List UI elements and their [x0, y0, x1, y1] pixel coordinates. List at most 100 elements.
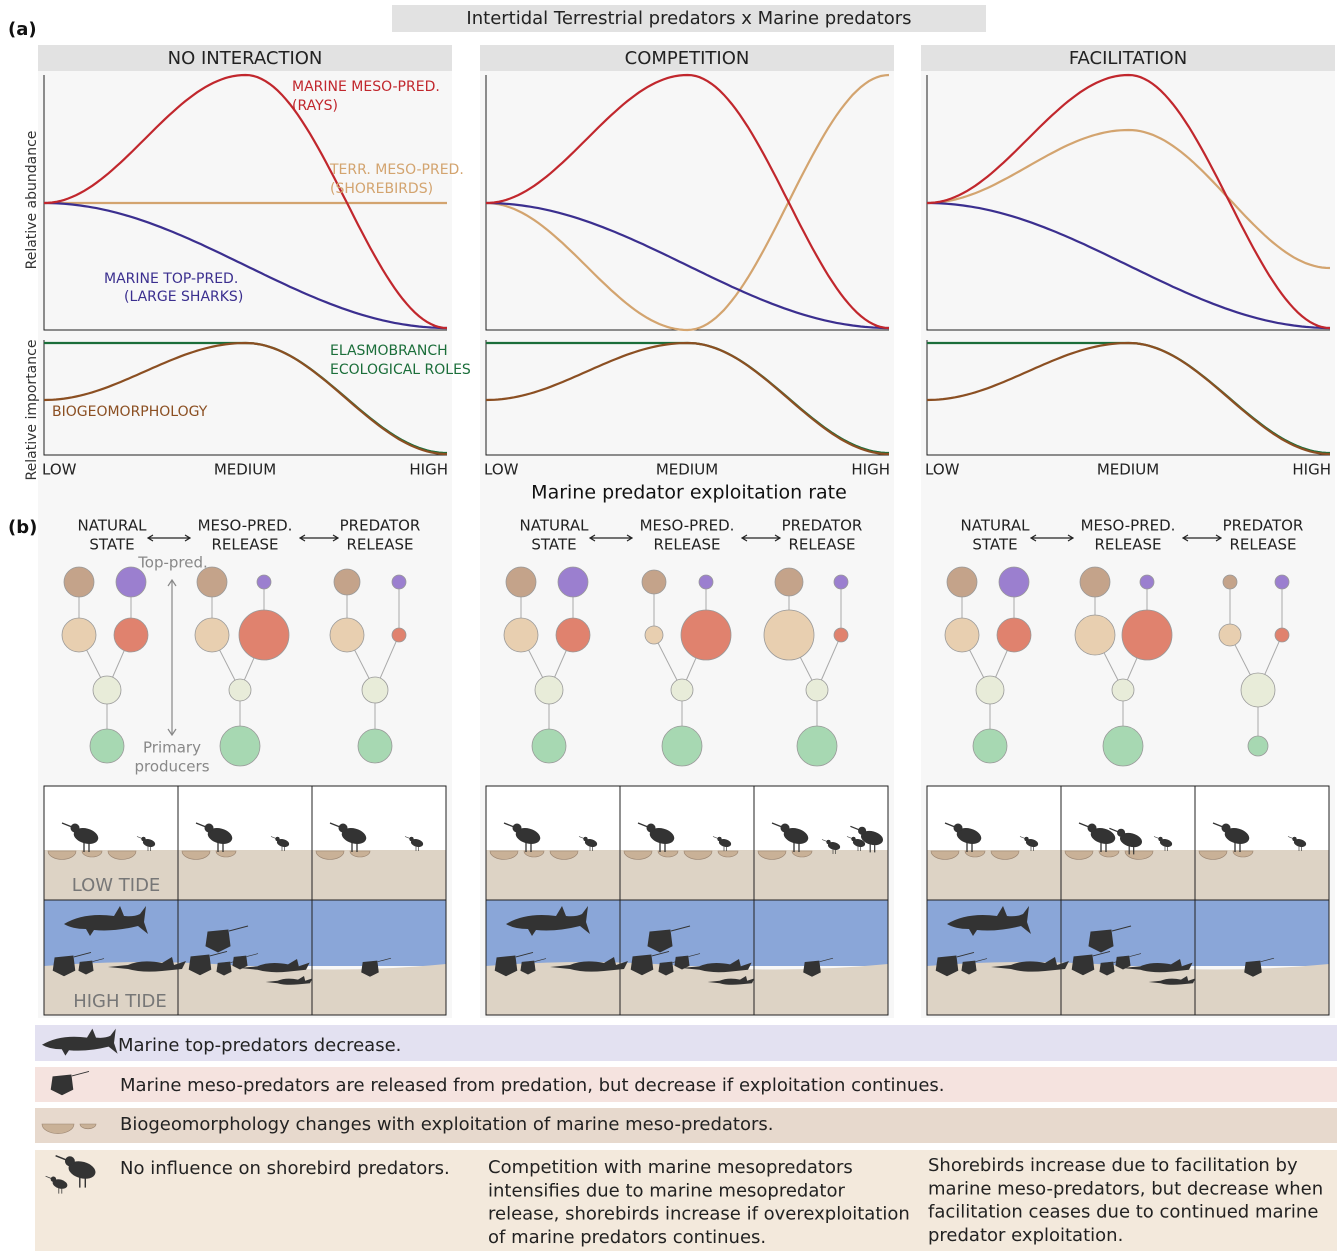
sediment-mound [1098, 850, 1120, 858]
axis-frame [485, 75, 889, 331]
legend [41, 1028, 118, 1194]
x-tick-label: LOW [42, 461, 77, 479]
web-annotation: producers [134, 758, 209, 776]
shorebird [270, 836, 290, 851]
ray-body [961, 960, 977, 975]
trophic-node [357, 728, 393, 764]
trophic-node [113, 617, 149, 653]
bird-head [851, 836, 856, 842]
ray-tail [209, 950, 228, 957]
stage-label: STATE [531, 536, 576, 554]
trophic-node [92, 675, 122, 705]
panel-title: NO INTERACTION [168, 48, 323, 69]
ray-body [647, 929, 673, 953]
stage-arrow [588, 534, 634, 542]
stage-label: NATURAL [961, 517, 1031, 535]
trophic-node [1247, 735, 1269, 757]
axis-frame [43, 340, 447, 456]
legend-text: Competition with marine mesopredators [488, 1157, 853, 1178]
stage-label: RELEASE [212, 536, 279, 554]
legend-text: predator exploitation. [928, 1225, 1123, 1246]
curve-label: (RAYS) [292, 98, 338, 114]
bird-beak [1019, 836, 1026, 839]
tide-label: LOW TIDE [72, 875, 161, 896]
ray-tail [688, 953, 701, 957]
bird-beak [1212, 822, 1224, 828]
legend-text: intensifies due to marine mesopredator [488, 1180, 845, 1201]
sediment-mound [79, 1123, 97, 1130]
ray-body [1115, 955, 1131, 970]
shark [42, 1028, 118, 1056]
trophic-node [333, 568, 361, 596]
shorebird [712, 836, 732, 851]
axis-frame [926, 75, 1330, 331]
bird-head [64, 1156, 75, 1167]
trophic-node [361, 676, 389, 704]
ray-body [674, 955, 690, 970]
curve-label: BIOGEOMORPHOLOGY [52, 404, 208, 420]
stage-arrow [298, 534, 340, 542]
shorebird [850, 825, 884, 853]
shark [506, 906, 590, 936]
tide-label: HIGH TIDE [73, 991, 167, 1012]
shorebird [578, 836, 598, 851]
low-tide-sediment [486, 850, 888, 900]
sawfish [108, 957, 186, 972]
bird-head [1117, 828, 1126, 837]
trophic-node [1222, 574, 1238, 590]
sawfish [991, 957, 1069, 972]
label: (b) [8, 517, 37, 538]
curve-marine-meso [926, 73, 1331, 330]
ray-body [205, 929, 231, 953]
shorebird [821, 839, 841, 854]
ray [216, 959, 243, 976]
bird-head [338, 823, 348, 833]
ray-tail [1129, 953, 1142, 957]
ray-body [935, 955, 959, 977]
trophic-node [194, 617, 230, 653]
trophic-node [391, 627, 407, 643]
axis-frame [43, 75, 447, 331]
ray-body [520, 960, 536, 975]
trophic-node [1121, 609, 1173, 661]
sediment-mound [623, 850, 653, 860]
sediment-mound [41, 1123, 75, 1134]
ray-tail [956, 951, 975, 958]
bird-beak [195, 822, 207, 828]
tide-frame [926, 785, 1330, 1016]
ray-tail [73, 951, 92, 958]
stage-label: MESO-PRED. [198, 517, 293, 535]
trophic-node [1139, 574, 1155, 590]
sawfish [681, 959, 752, 973]
shorebird [136, 836, 156, 851]
trophic-node [196, 566, 228, 598]
ray [232, 953, 259, 970]
trophic-node [644, 625, 664, 645]
low-tide-sediment [927, 850, 1329, 900]
sediment-mound [791, 850, 813, 858]
trophic-node [63, 566, 95, 598]
x-axis-label: Marine predator exploitation rate [531, 482, 847, 504]
panel-title: FACILITATION [1069, 48, 1187, 69]
ray-body [494, 955, 518, 977]
curve-biogeomorphology [926, 341, 1331, 456]
ray [1071, 950, 1111, 976]
ray-tail [92, 958, 105, 962]
curve-label: MARINE MESO-PRED. [292, 79, 440, 95]
curve-label: (SHOREBIRDS) [330, 181, 433, 197]
sediment-mound [990, 850, 1020, 860]
curve-biogeomorphology [43, 341, 448, 456]
sediment-mound [549, 850, 579, 860]
sediment-mound [47, 850, 77, 860]
sawfish [550, 957, 628, 972]
panel-title: COMPETITION [625, 48, 750, 69]
trophic-node [557, 566, 589, 598]
x-tick-label: HIGH [1292, 461, 1331, 479]
bird-head [50, 1176, 57, 1182]
high-tide-water [44, 900, 446, 966]
ray-tail [534, 958, 547, 962]
ray-body [361, 960, 379, 977]
sediment-mound [930, 850, 960, 860]
ray [630, 950, 670, 976]
ray [50, 1070, 90, 1096]
